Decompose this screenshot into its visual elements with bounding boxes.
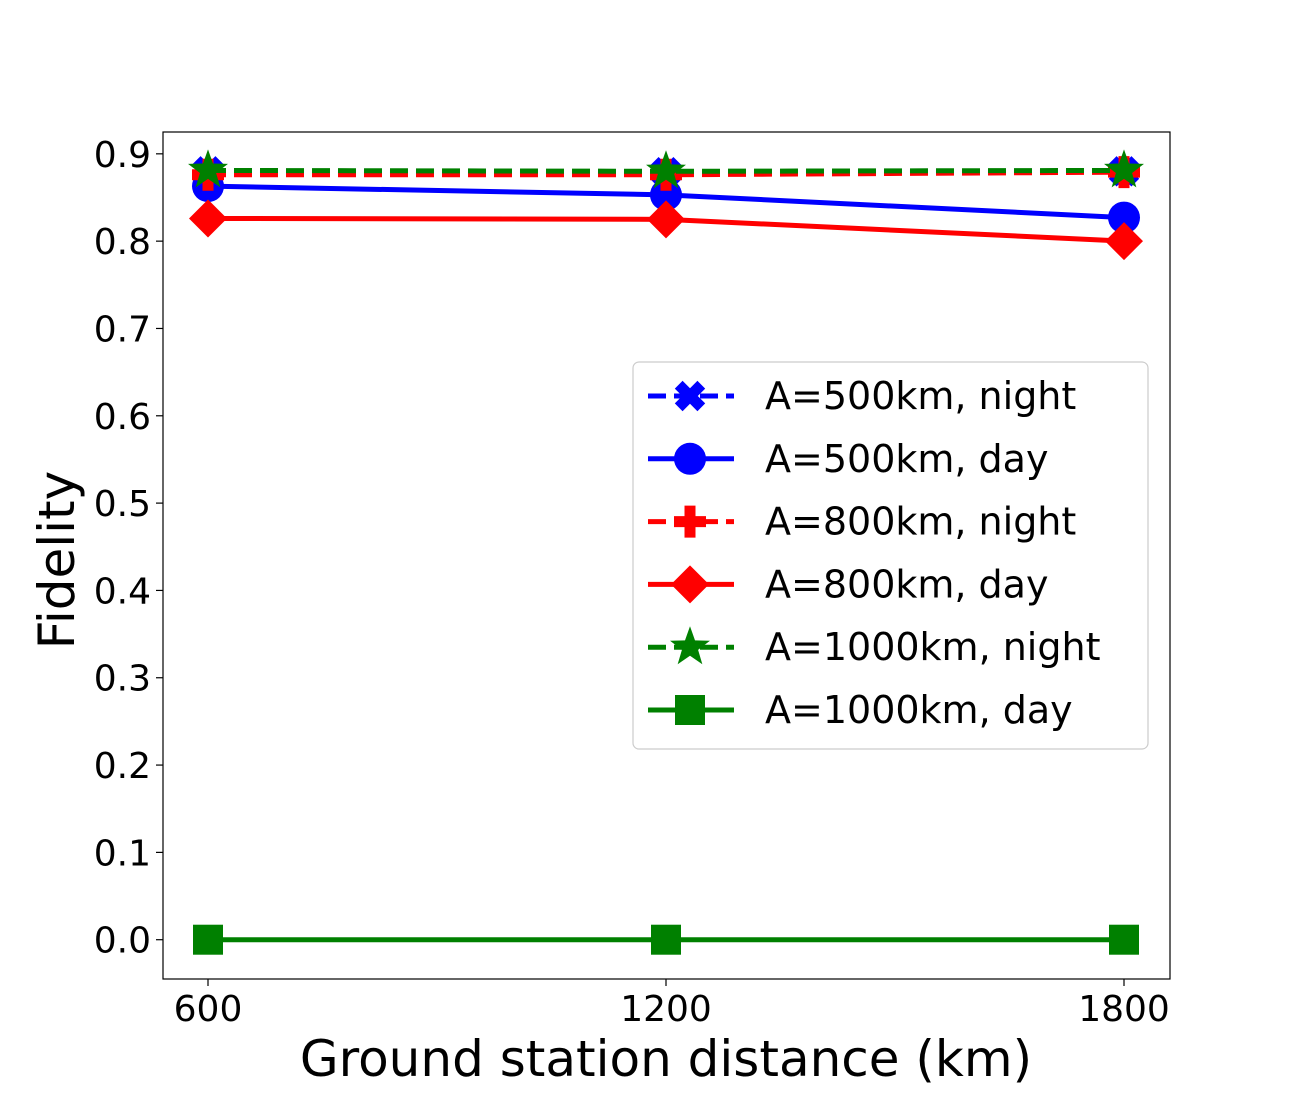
y-tick-label-8: 0.8 [94,222,151,263]
legend-marker-1 [674,442,706,475]
legend-label-3: A=800km, day [765,562,1048,606]
legend-entry-4: A=1000km, night [648,625,1100,669]
x-tick-label-2: 1800 [1078,989,1170,1030]
legend-marker-2 [674,505,706,538]
y-tick-label-3: 0.3 [94,659,151,700]
y-tick-label-0: 0.0 [94,921,151,962]
data-point-4-2 [1104,149,1144,188]
y-tick-label-5: 0.5 [94,484,151,525]
data-point-3-0 [189,199,227,238]
y-tick-label-7: 0.7 [94,309,151,350]
y-tick-label-9: 0.9 [94,135,151,176]
legend-label-4: A=1000km, night [765,625,1100,669]
data-point-3-2 [1105,222,1143,261]
data-point-5-0 [193,924,223,955]
series-3 [189,199,1143,261]
y-tick-label-2: 0.2 [94,746,151,787]
y-axis-title: Fidelity [28,471,86,650]
y-tick-label-1: 0.1 [94,833,151,874]
data-point-1-1 [650,178,682,211]
legend-marker-4 [670,626,710,665]
series-4 [188,149,1144,189]
legend-entry-1: A=500km, day [648,437,1048,481]
data-point-4-1 [646,150,686,189]
legend-entry-2: A=800km, night [648,500,1076,544]
x-axis-title: Ground station distance (km) [300,1030,1032,1088]
legend-label-0: A=500km, night [765,374,1076,418]
data-point-5-1 [651,924,681,955]
data-point-4-0 [188,149,228,188]
legend-marker-0 [674,380,706,412]
x-tick-label-0: 600 [174,989,243,1030]
legend-entry-0: A=500km, night [648,374,1076,418]
data-point-3-1 [647,200,685,239]
series-layer [188,149,1144,955]
x-tick-label-1: 1200 [620,989,712,1030]
legend-entry-3: A=800km, day [648,562,1048,606]
y-tick-label-4: 0.4 [94,571,151,612]
legend-label-1: A=500km, day [765,437,1048,481]
legend-marker-3 [671,565,709,604]
axis-ticks: 0.0 0.1 0.2 0.3 0.4 0.5 0.6 0.7 0.8 0.9 600 1200 180… [94,135,1170,1030]
legend-label-2: A=800km, night [765,500,1076,544]
data-point-1-2 [1108,201,1140,234]
legend-label-5: A=1000km, day [765,688,1073,732]
series-5 [193,924,1139,955]
y-tick-label-6: 0.6 [94,397,151,438]
data-point-5-2 [1109,924,1139,955]
legend-marker-5 [675,695,705,725]
legend-entry-5: A=1000km, day [648,688,1073,732]
legend: A=500km, night A=500km, day A=800km, night… [632,361,1149,750]
legend-box [632,361,1149,750]
